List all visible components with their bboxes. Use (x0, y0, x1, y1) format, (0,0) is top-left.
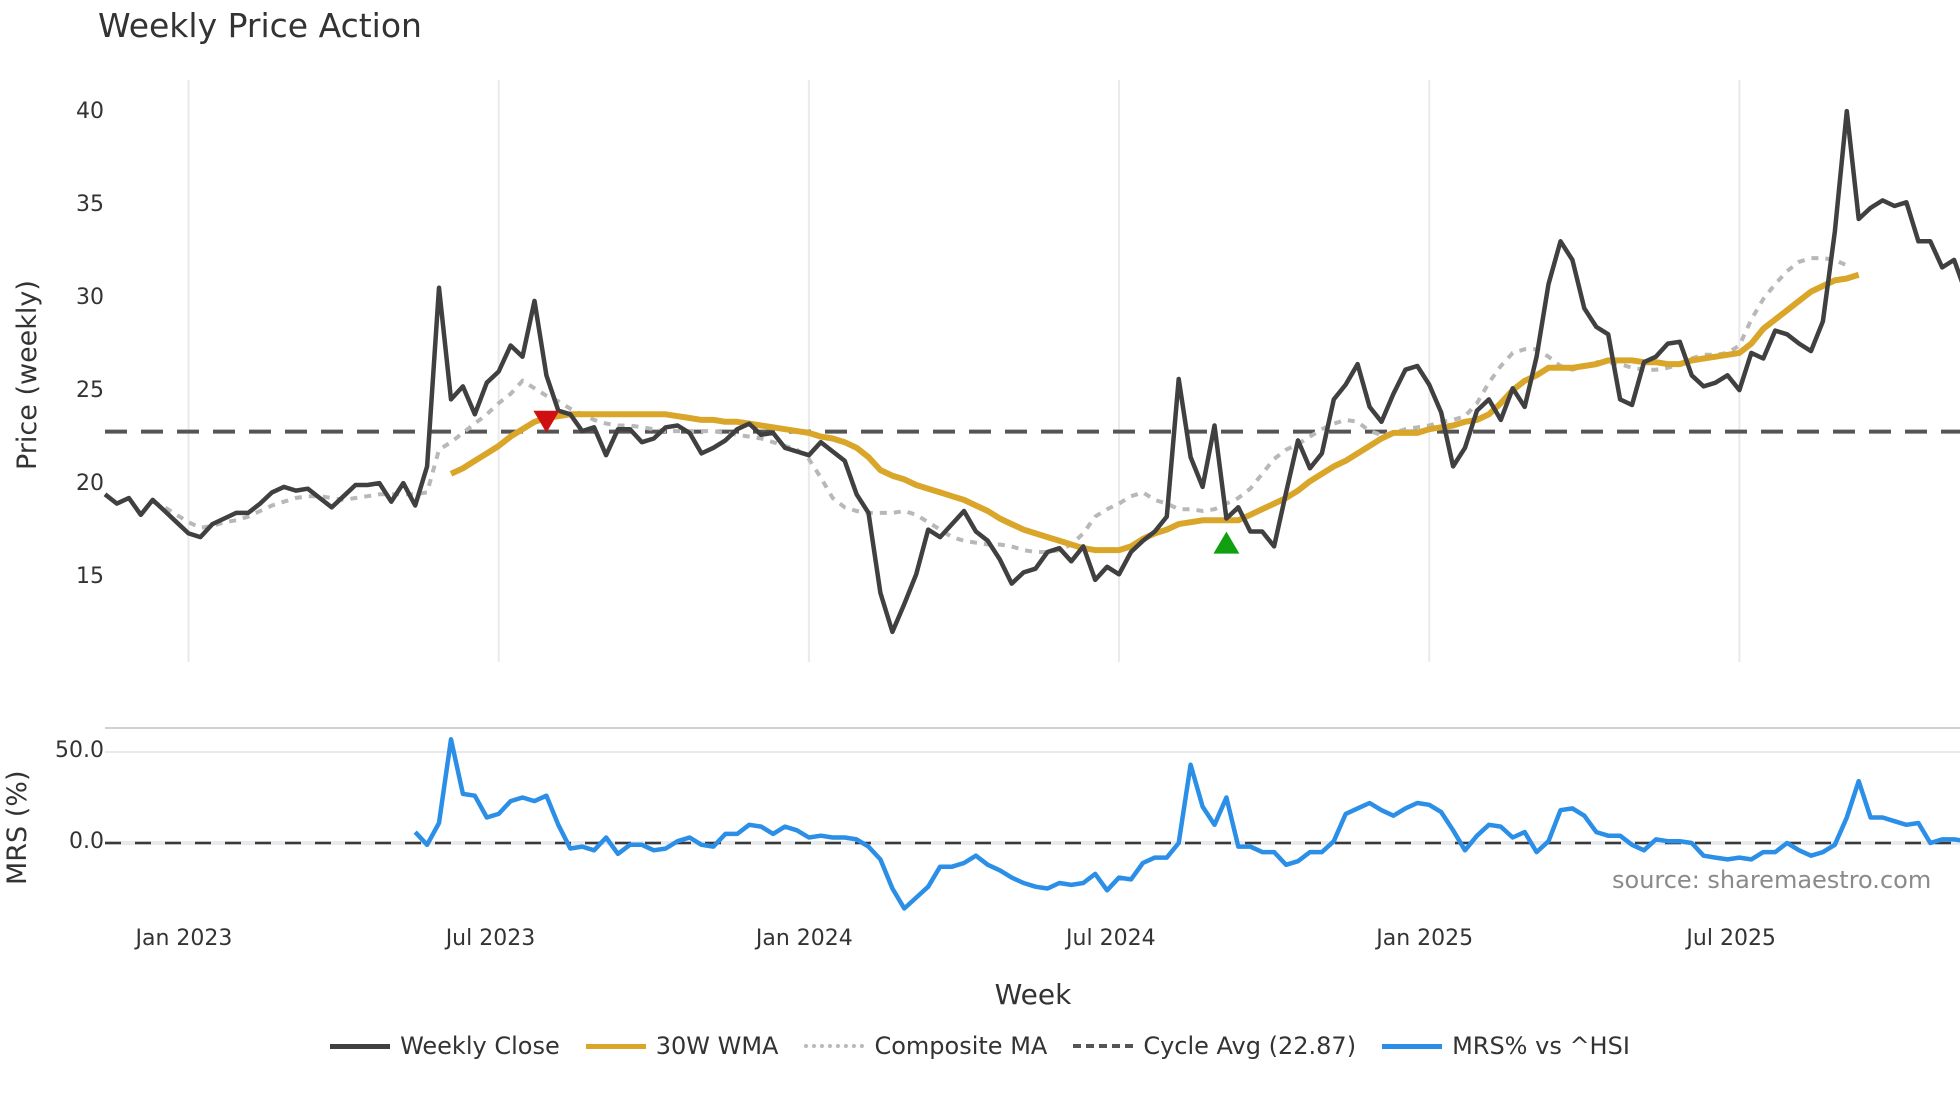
wma-line (449, 271, 1860, 554)
tick-label: 50.0 (55, 738, 104, 763)
wma-line-icon (585, 1043, 646, 1049)
x-axis-title: Week (994, 978, 1072, 1011)
mrs-line (413, 737, 1960, 911)
tick-label: 35 (76, 192, 104, 217)
tick-label: 40 (76, 99, 104, 124)
weekly-close-line (103, 108, 1960, 635)
legend-item-mrs[interactable]: MRS% vs ^HSI (1382, 1032, 1630, 1060)
vertical-gridlines (105, 80, 1960, 845)
tick-label: Jul 2024 (1066, 926, 1156, 951)
mrs-line-icon (1382, 1043, 1443, 1049)
tick-label: 15 (76, 564, 104, 589)
weekly-close-line-icon (330, 1043, 391, 1049)
legend-label: 30W WMA (655, 1032, 779, 1060)
legend-label: Composite MA (874, 1032, 1048, 1060)
legend-label: Weekly Close (400, 1032, 560, 1060)
legend-item-composite-ma[interactable]: Composite MA (804, 1032, 1047, 1060)
sell-signal-marker (533, 410, 560, 433)
tick-label: Jul 2023 (445, 926, 536, 951)
legend-item-cycle-avg[interactable]: Cycle Avg (22.87) (1073, 1032, 1356, 1060)
legend-item-weekly-close[interactable]: Weekly Close (330, 1032, 560, 1060)
tick-label: 25 (76, 378, 104, 403)
cycle-avg-dashed-line-icon (1073, 1044, 1134, 1048)
legend-label: Cycle Avg (22.87) (1143, 1032, 1357, 1060)
price-y-axis-title: Price (weekly) (12, 280, 43, 470)
buy-signal-marker (1213, 531, 1240, 554)
tick-label: Jan 2024 (755, 926, 853, 951)
tick-label: 30 (76, 285, 104, 310)
tick-label: Jan 2023 (135, 926, 233, 951)
tick-label: 0.0 (69, 829, 104, 854)
tick-label: Jan 2025 (1376, 926, 1474, 951)
legend-item-30w-wma[interactable]: 30W WMA (585, 1032, 779, 1060)
legend: Weekly Close 30W WMA Composite MA Cycle … (0, 1032, 1960, 1060)
legend-label: MRS% vs ^HSI (1452, 1032, 1630, 1060)
mrs-y-axis-title: MRS (%) (2, 770, 33, 886)
mrs-panel (105, 737, 1960, 911)
price-panel (103, 108, 1960, 635)
tick-label: 20 (76, 471, 104, 496)
composite-dotted-line-icon (804, 1044, 865, 1048)
tick-label: Jul 2025 (1686, 926, 1776, 951)
chart-title: Weekly Price Action (98, 6, 422, 45)
composite-ma-line (151, 256, 1848, 554)
source-note: source: sharemaestro.com (1612, 866, 1932, 894)
